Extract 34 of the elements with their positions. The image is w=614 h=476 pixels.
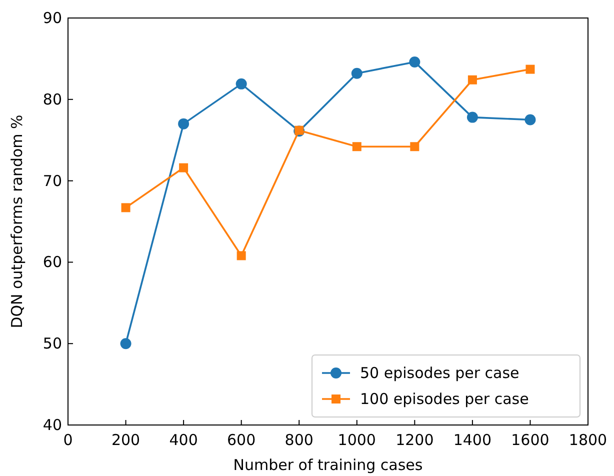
x-tick-label: 600 [227, 431, 256, 449]
x-tick-label: 1600 [511, 431, 550, 449]
x-tick-label: 1000 [338, 431, 376, 449]
point [236, 78, 247, 90]
legend-label: 100 episodes per case [360, 390, 529, 408]
point [179, 163, 188, 172]
x-tick-label: 0 [63, 431, 73, 449]
x-tick-label: 1200 [396, 431, 434, 449]
y-tick-label: 70 [42, 172, 62, 190]
y-tick-label: 50 [42, 334, 62, 353]
point [351, 68, 362, 79]
x-axis-title: Number of training cases [233, 456, 423, 474]
point [121, 203, 130, 212]
y-tick-label: 90 [42, 9, 62, 27]
y-tick-label: 60 [42, 253, 62, 272]
point [468, 75, 477, 84]
point [466, 112, 478, 123]
y-tick-label: 80 [42, 90, 62, 108]
point [524, 114, 536, 126]
point [178, 118, 190, 130]
point [236, 251, 246, 260]
y-tick-label: 40 [42, 416, 62, 434]
point [409, 56, 420, 68]
point [526, 64, 535, 74]
point [120, 338, 132, 350]
y-axis-title: DQN outperforms random % [8, 114, 26, 328]
x-tick-label: 400 [169, 431, 198, 449]
point [352, 142, 362, 152]
x-tick-label: 800 [284, 431, 314, 449]
x-tick-label: 1800 [568, 431, 608, 449]
x-tick-label: 1400 [453, 431, 492, 449]
legend-label: 50 episodes per case [360, 364, 520, 382]
point [410, 142, 420, 152]
x-tick-label: 200 [111, 431, 140, 449]
